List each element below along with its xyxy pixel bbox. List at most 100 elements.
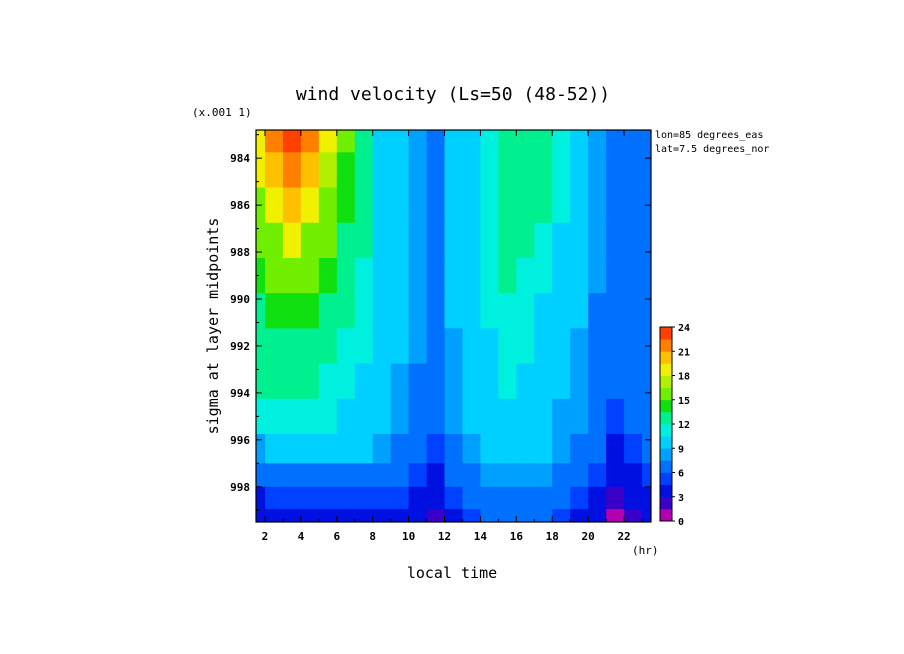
x-tick-label: 16 (510, 530, 524, 543)
heatmap-cell (426, 509, 446, 522)
heatmap-cell (264, 486, 284, 510)
heatmap-cell (282, 433, 302, 464)
heatmap-cell (318, 463, 338, 488)
heatmap-cell (318, 152, 338, 189)
colorbar-segment (660, 327, 672, 340)
heatmap-cell (336, 130, 356, 153)
colorbar-segment (660, 436, 672, 449)
heatmap-cell (300, 130, 320, 153)
heatmap-cell (372, 509, 392, 522)
heatmap-cell (606, 398, 625, 435)
heatmap-cell (570, 152, 589, 189)
heatmap-cell (408, 130, 428, 153)
heatmap-cell (282, 257, 302, 294)
heatmap-cell (354, 293, 374, 329)
heatmap-cell (624, 293, 643, 329)
heatmap-cell (336, 152, 356, 189)
heatmap-cell (462, 328, 482, 365)
heatmap-cell (390, 152, 410, 189)
heatmap-cell (354, 463, 374, 488)
colorbar-tick-label: 6 (678, 469, 684, 480)
heatmap-cell (408, 328, 428, 365)
heatmap-cell (354, 152, 374, 189)
x-tick-label: 8 (369, 530, 376, 543)
heatmap-cell (498, 486, 517, 510)
colorbar-segment (660, 496, 672, 510)
colorbar-tick-label: 12 (678, 420, 690, 431)
x-tick-label: 14 (474, 530, 488, 543)
colorbar-tick-label: 15 (678, 396, 690, 407)
heatmap-cell (354, 130, 374, 153)
heatmap-cell (264, 463, 284, 488)
heatmap-cell (408, 363, 428, 400)
heatmap-cell (426, 328, 446, 365)
heatmap-cell (516, 187, 535, 224)
heatmap-cell (642, 222, 651, 259)
heatmap-cell (606, 130, 625, 153)
heatmap-cell (408, 509, 428, 522)
heatmap-cell (462, 152, 482, 189)
x-unit-label: (hr) (632, 544, 659, 557)
heatmap-cell (534, 486, 553, 510)
heatmap-cell (624, 433, 643, 464)
heatmap-cell (336, 433, 356, 464)
heatmap-cell (444, 257, 464, 294)
heatmap-cell (354, 433, 374, 464)
heatmap-cell (300, 509, 320, 522)
heatmap-cell (588, 257, 607, 294)
heatmap-cell (264, 257, 284, 294)
y-tick-label: 986 (230, 199, 250, 212)
heatmap-cell (444, 152, 464, 189)
heatmap-cell (462, 433, 482, 464)
heatmap-cell (408, 463, 428, 488)
heatmap-cell (408, 433, 428, 464)
heatmap-cell (408, 152, 428, 189)
heatmap-cell (264, 363, 284, 400)
heatmap-cell (444, 433, 464, 464)
heatmap-cell (372, 222, 392, 259)
lon-annotation: lon=85 degrees_eas (655, 130, 763, 141)
heatmap-cell (624, 328, 643, 365)
heatmap-cell (624, 152, 643, 189)
colorbar-tick-label: 21 (678, 347, 690, 358)
colorbar-tick-label: 24 (678, 323, 690, 334)
heatmap-cell (408, 398, 428, 435)
heatmap-cell (318, 222, 338, 259)
heatmap-cell (606, 328, 625, 365)
heatmap-cell (498, 293, 517, 329)
heatmap-cell (516, 328, 535, 365)
heatmap-cell (570, 187, 589, 224)
heatmap-cell (516, 398, 535, 435)
heatmap-cell (462, 509, 482, 522)
heatmap-cell (624, 222, 643, 259)
heatmap-cell (408, 486, 428, 510)
heatmap-cell (426, 257, 446, 294)
colorbar-tick-label: 18 (678, 372, 690, 383)
heatmap-cell (444, 187, 464, 224)
heatmap-cell (372, 293, 392, 329)
colorbar-segment (660, 508, 672, 522)
heatmap-cell (516, 463, 535, 488)
heatmap-cell (624, 486, 643, 510)
heatmap-cell (354, 328, 374, 365)
heatmap-cell (462, 463, 482, 488)
heatmap-cell (642, 509, 651, 522)
heatmap-cell (534, 187, 553, 224)
heatmap-cell (444, 363, 464, 400)
heatmap-cell (642, 152, 651, 189)
heatmap-cell (570, 463, 589, 488)
heatmap-cell (354, 398, 374, 435)
heatmap-cell (552, 328, 571, 365)
heatmap-cell (282, 152, 302, 189)
heatmap-cell (282, 222, 302, 259)
heatmap-cell (426, 222, 446, 259)
heatmap-cell (256, 293, 266, 329)
heatmap-cell (606, 293, 625, 329)
heatmap-cell (282, 328, 302, 365)
heatmap-cell (390, 398, 410, 435)
heatmap-cell (282, 293, 302, 329)
heatmap-cell (318, 433, 338, 464)
heatmap-cell (264, 398, 284, 435)
heatmap-cell (256, 363, 266, 400)
heatmap-cell (588, 152, 607, 189)
